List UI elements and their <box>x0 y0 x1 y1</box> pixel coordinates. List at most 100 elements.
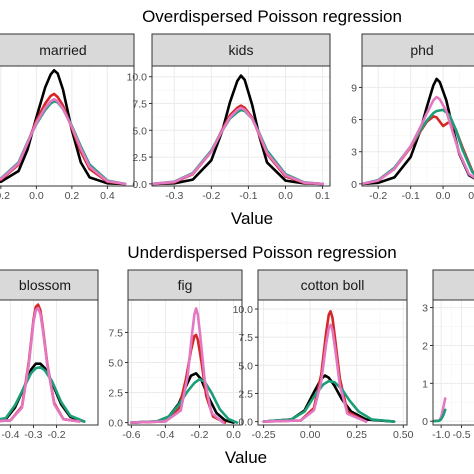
density-curve <box>0 97 127 186</box>
y-tick-label: 0.0 <box>132 179 147 191</box>
facet-label: blossom <box>19 277 71 293</box>
facet-label: kids <box>229 42 254 58</box>
facet-strip <box>257 269 408 301</box>
x-tick-label: 0.4 <box>100 190 115 202</box>
x-tick-label: 0.0 <box>29 190 44 202</box>
y-tick-label: 7.5 <box>108 327 123 339</box>
density-curves <box>362 77 474 186</box>
facet-label: phd <box>410 42 433 58</box>
gridlines <box>433 300 474 425</box>
density-curve <box>130 378 239 424</box>
y-tick-label: 3 <box>422 303 428 315</box>
y-tick-label: 9 <box>351 82 357 94</box>
x-tick-label: -1.0 <box>432 429 450 441</box>
x-tick-label: 0.50 <box>393 429 414 441</box>
gridlines <box>9 300 58 425</box>
x-tick-label: -0.2 <box>369 190 387 202</box>
chart-title-bottom: Underdispersed Poisson regression <box>127 243 396 262</box>
x-tick-label: -0.4 <box>156 429 174 441</box>
y-tick-label: 3 <box>351 147 357 159</box>
y-tick-label: 2.5 <box>132 152 147 164</box>
facet-strip <box>361 33 474 67</box>
gridlines <box>258 300 407 425</box>
y-tick-label: 0.0 <box>108 418 123 430</box>
x-tick-label: -0.3 <box>24 429 42 441</box>
density-curve <box>262 310 368 423</box>
density-curves <box>152 74 324 186</box>
facet-panel: cotton boll -0.25 0.00 0.25 0.50 0.0 2.5 5.0 7.5… <box>233 269 414 441</box>
density-curve <box>152 106 324 186</box>
density-curve <box>262 323 368 423</box>
facet-strip <box>432 269 474 301</box>
x-tick-label: 0.1 <box>468 190 474 202</box>
density-curve <box>152 74 324 186</box>
density-curves <box>433 397 447 423</box>
x-tick-label: -0.3 <box>165 190 183 202</box>
x-tick-label: -0.1 <box>402 190 420 202</box>
facet-strip <box>151 33 331 67</box>
density-curve <box>0 69 127 186</box>
facet-panel: blossom -0.4 -0.3 -0.2 <box>0 269 99 441</box>
facet-panel: fig -0.6 -0.4 -0.2 0.0 0.0 2.5 5.0 7.5 <box>108 269 243 441</box>
y-tick-label: 2 <box>422 340 428 352</box>
density-curves <box>0 69 127 186</box>
y-tick-label: 0 <box>351 179 357 191</box>
density-curves <box>0 303 86 423</box>
y-tick-label: 10.0 <box>233 304 254 316</box>
x-tick-label: 0.2 <box>65 190 80 202</box>
chart-title-top: Overdispersed Poisson regression <box>142 7 402 26</box>
x-tick-label: -0.2 <box>47 429 65 441</box>
x-tick-label: 0.0 <box>436 190 451 202</box>
panel-background <box>432 299 474 426</box>
x-tick-label: -0.2 <box>190 429 208 441</box>
facet-panel: -1.0 -0.5 0 1 2 3 <box>422 269 474 441</box>
y-tick-label: 7.5 <box>132 99 147 111</box>
x-tick-label: -0.5 <box>452 429 470 441</box>
y-tick-label: 0 <box>422 416 428 428</box>
y-tick-label: 5.0 <box>132 125 147 137</box>
x-tick-label: 0.0 <box>278 190 293 202</box>
density-curve <box>262 379 396 423</box>
top-panel-row: married -0.2 0.0 0.2 0.4 kids -0.3 -0.2 -0.1 0.0 0… <box>0 33 474 202</box>
facet-panel: kids -0.3 -0.2 -0.1 0.0 0.1 0.0 2.5 5.0 7.5 10.0 <box>127 33 331 202</box>
facet-label: married <box>39 42 86 58</box>
facet-label: fig <box>178 277 193 293</box>
density-curves <box>130 307 239 424</box>
x-tick-label: -0.6 <box>122 429 140 441</box>
x-tick-label: 0.0 <box>226 429 241 441</box>
x-tick-label: 0.1 <box>315 190 330 202</box>
y-tick-label: 2.5 <box>238 388 253 400</box>
density-curve <box>0 306 81 423</box>
y-tick-label: 10.0 <box>127 72 148 84</box>
x-tick-label: -0.1 <box>239 190 257 202</box>
density-curve <box>362 95 474 186</box>
x-tick-label: -0.25 <box>252 429 276 441</box>
x-axis-label-bottom: Value <box>225 448 267 467</box>
y-tick-label: 0.0 <box>238 417 253 429</box>
x-tick-label: 0.00 <box>300 429 321 441</box>
y-tick-label: 5.0 <box>238 360 253 372</box>
y-tick-label: 7.5 <box>238 332 253 344</box>
x-tick-label: -0.4 <box>1 429 19 441</box>
facet-panel: phd -0.2 -0.1 0.0 0.1 0 3 6 9 <box>351 33 474 202</box>
facet-panel: married -0.2 0.0 0.2 0.4 <box>0 33 135 202</box>
x-axis-label-top: Value <box>231 209 273 228</box>
panel-background <box>0 65 135 187</box>
x-tick-label: -0.2 <box>0 190 10 202</box>
panel-background <box>151 65 331 187</box>
density-curves <box>262 310 396 423</box>
y-tick-label: 6 <box>351 115 357 127</box>
y-tick-label: 1 <box>422 378 428 390</box>
density-curve <box>130 307 225 424</box>
facet-label: cotton boll <box>301 277 365 293</box>
density-curve <box>0 365 86 423</box>
facet-strip <box>127 269 243 301</box>
y-tick-label: 5.0 <box>108 358 123 370</box>
x-tick-label: 0.25 <box>346 429 367 441</box>
x-tick-label: -0.2 <box>202 190 220 202</box>
facet-strip <box>0 33 135 67</box>
facet-strip <box>0 269 99 301</box>
density-curve <box>433 408 447 423</box>
